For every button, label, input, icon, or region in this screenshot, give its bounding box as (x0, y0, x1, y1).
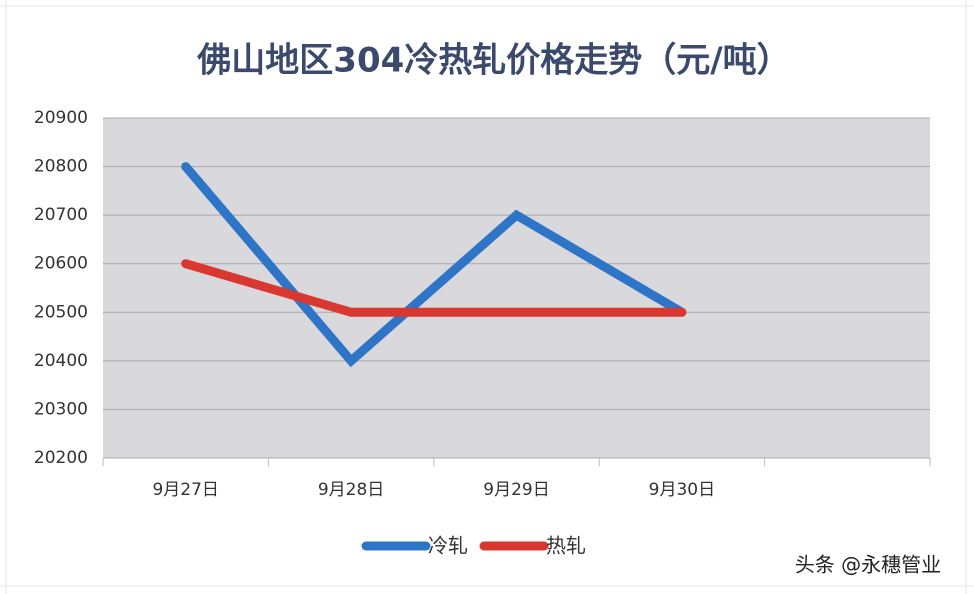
x-tick-label: 9月30日 (649, 480, 715, 500)
y-tick-label: 20400 (34, 351, 88, 371)
y-tick-label: 20300 (34, 399, 88, 419)
y-tick-label: 20200 (34, 448, 88, 468)
x-tick-label: 9月29日 (483, 480, 549, 500)
plot-area (103, 118, 930, 458)
legend-label: 热轧 (546, 534, 586, 558)
watermark: 头条 @永穗管业 (795, 553, 941, 577)
y-tick-label: 20500 (34, 302, 88, 322)
series-line (181, 259, 687, 317)
legend-label: 冷轧 (428, 534, 468, 558)
chart-title: 佛山地区304冷热轧价格走势（元/吨） (196, 41, 790, 81)
x-tick-label: 9月27日 (152, 480, 218, 500)
y-tick-label: 20600 (34, 254, 88, 274)
y-tick-label: 20900 (34, 108, 88, 128)
y-tick-label: 20700 (34, 205, 88, 225)
y-tick-label: 20800 (34, 157, 88, 177)
series-line (181, 162, 687, 368)
x-tick-label: 9月28日 (318, 480, 384, 500)
